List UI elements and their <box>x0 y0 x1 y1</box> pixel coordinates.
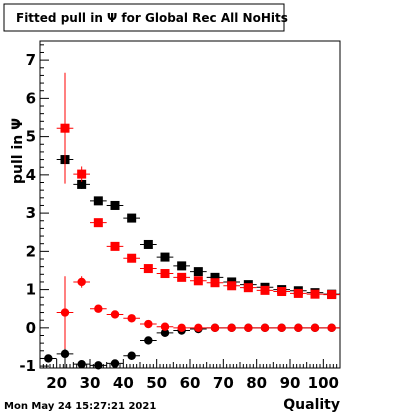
data-point-square <box>243 283 253 293</box>
data-point-square <box>293 288 303 298</box>
marks-layer <box>40 72 340 370</box>
chart-title: Fitted pull in Ψ for Global Rec All NoHi… <box>16 11 288 25</box>
data-point-circle <box>327 323 336 333</box>
data-point-circle <box>160 322 170 331</box>
data-point-square <box>160 269 170 279</box>
data-point-square <box>143 239 153 249</box>
data-point-circle <box>294 323 303 333</box>
data-point-square <box>93 196 103 206</box>
data-point-square <box>160 252 170 262</box>
data-point-circle <box>60 349 70 359</box>
data-point-square <box>93 218 103 228</box>
data-point-square <box>143 264 153 274</box>
data-point-circle <box>310 323 320 333</box>
data-point-square <box>260 285 270 295</box>
y-tick-label: 2 <box>26 242 36 260</box>
data-point-square <box>110 241 120 251</box>
data-point-square <box>193 267 203 277</box>
data-point-circle <box>160 328 170 338</box>
title-box <box>3 3 285 32</box>
data-point-circle <box>260 323 270 333</box>
data-point-circle <box>77 277 86 287</box>
data-point-circle <box>94 304 103 313</box>
data-point-circle <box>277 323 286 333</box>
data-point-square <box>77 179 87 189</box>
data-point-square <box>77 169 87 179</box>
data-point-square <box>110 200 120 210</box>
x-tick-label: 100 <box>308 374 339 392</box>
data-point-square <box>277 287 287 297</box>
x-tick-label: 30 <box>80 374 101 392</box>
y-tick-label: -1 <box>19 357 36 375</box>
ticks-layer: 20 30 40 50 60 70 80 90 100 -1 0 1 2 3 4 5 6 7 <box>19 44 341 392</box>
y-tick-label: 0 <box>26 319 36 337</box>
plot-frame <box>39 40 341 369</box>
data-point-circle <box>110 359 120 368</box>
data-point-circle <box>227 323 236 333</box>
data-point-square <box>210 278 220 288</box>
data-point-square <box>210 272 220 282</box>
data-point-circle <box>194 323 203 333</box>
data-point-circle <box>60 308 70 317</box>
data-point-square <box>60 123 70 133</box>
data-point-square <box>177 261 187 271</box>
y-axis-title: pull in Ψ <box>10 118 26 184</box>
y-tick-label: 3 <box>26 204 36 222</box>
y-tick-label: 1 <box>26 281 36 299</box>
y-tick-label: 6 <box>26 89 36 107</box>
x-axis-title: Quality <box>283 397 340 413</box>
data-point-square <box>327 290 337 300</box>
data-point-circle <box>210 323 220 333</box>
data-point-circle <box>77 359 86 369</box>
x-tick-label: 20 <box>46 374 67 392</box>
x-tick-label: 70 <box>213 374 234 392</box>
x-tick-label: 90 <box>280 374 301 392</box>
data-point-circle <box>127 314 136 323</box>
timestamp: Mon May 24 15:27:21 2021 <box>4 401 156 412</box>
series-1 <box>56 72 340 300</box>
data-point-square <box>310 289 320 299</box>
data-point-square <box>177 272 187 282</box>
y-tick-label: 4 <box>26 166 36 184</box>
y-tick-label: 5 <box>26 128 36 146</box>
x-tick-label: 50 <box>146 374 167 392</box>
data-point-circle <box>94 361 103 370</box>
x-tick-label: 40 <box>113 374 134 392</box>
series-3 <box>56 276 340 349</box>
data-point-square <box>193 276 203 286</box>
x-tick-label: 80 <box>246 374 267 392</box>
data-point-circle <box>244 323 253 333</box>
data-point-square <box>127 213 137 223</box>
data-point-circle <box>177 323 186 333</box>
data-point-circle <box>144 336 153 345</box>
series-0 <box>56 136 340 299</box>
data-point-circle <box>127 351 136 360</box>
data-point-square <box>127 253 137 263</box>
x-tick-label: 60 <box>180 374 201 392</box>
data-point-circle <box>144 319 153 329</box>
y-tick-label: 7 <box>26 51 36 69</box>
data-point-circle <box>110 310 120 319</box>
data-point-square <box>227 281 237 291</box>
data-point-circle <box>44 354 53 363</box>
